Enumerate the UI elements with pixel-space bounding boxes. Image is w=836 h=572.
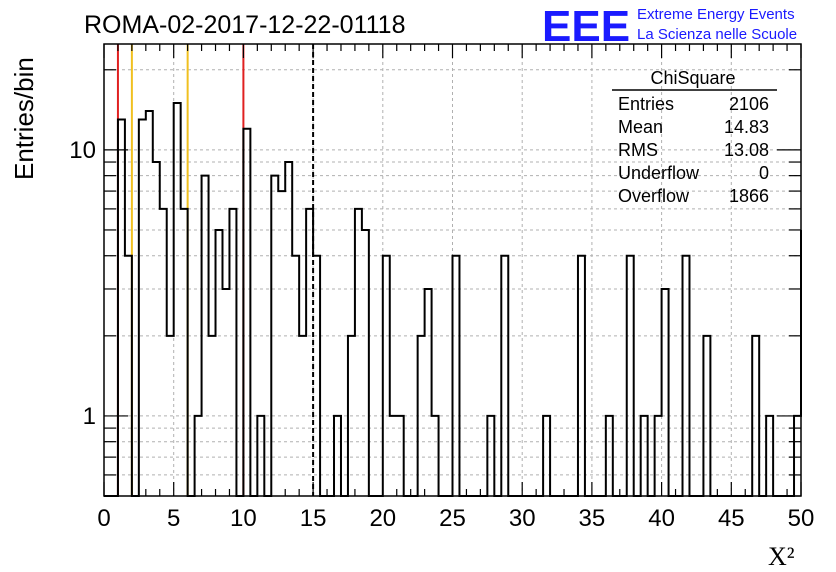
stats-value: 1866 (729, 186, 769, 206)
stats-label: Mean (618, 117, 663, 137)
y-axis-label: Entries/bin (9, 57, 39, 180)
x-tick-label: 5 (167, 505, 180, 532)
x-tick-label: 25 (439, 505, 466, 532)
stats-value: 14.83 (724, 117, 769, 137)
stats-label: RMS (618, 140, 658, 160)
eee-logo: EEE (542, 2, 630, 51)
logo-line1: Extreme Energy Events (637, 6, 795, 23)
stats-value: 0 (759, 163, 769, 183)
y-tick-label: 10 (69, 137, 96, 164)
stats-label: Overflow (618, 186, 690, 206)
x-tick-label: 10 (230, 505, 257, 532)
stats-value: 13.08 (724, 140, 769, 160)
logo-line2: La Scienza nelle Scuole (637, 26, 797, 43)
x-tick-label: 35 (579, 505, 606, 532)
x-axis-label: X² (768, 542, 795, 571)
axis-tick-labels: 0 5 10 15 20 25 30 35 40 45 50 1 10 (69, 137, 814, 532)
x-tick-label: 40 (648, 505, 675, 532)
x-tick-label: 30 (509, 505, 536, 532)
x-tick-label: 50 (788, 505, 815, 532)
run-title: ROMA-02-2017-12-22-01118 (84, 11, 405, 39)
x-tick-label: 0 (97, 505, 110, 532)
stats-label: Entries (618, 94, 674, 114)
stats-box: ChiSquare Entries 2106 Mean 14.83 RMS 13… (612, 68, 777, 206)
x-tick-label: 20 (369, 505, 396, 532)
stats-title: ChiSquare (650, 68, 735, 88)
axis-ticks (103, 44, 802, 497)
stats-value: 2106 (729, 94, 769, 114)
x-tick-label: 45 (718, 505, 745, 532)
x-tick-label: 15 (300, 505, 327, 532)
stats-label: Underflow (618, 163, 700, 183)
y-tick-label: 1 (83, 403, 96, 430)
